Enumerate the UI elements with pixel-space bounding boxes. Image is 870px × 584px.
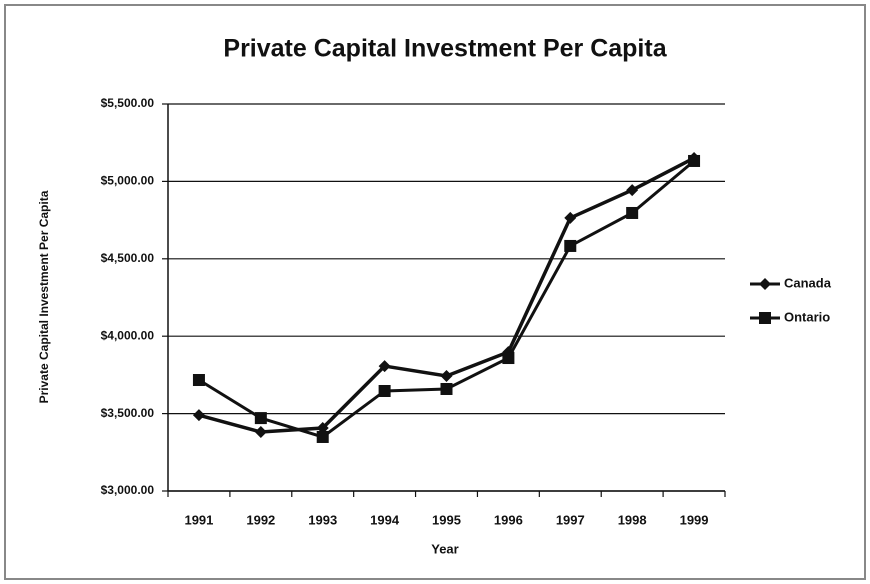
y-tick-label: $3,500.00 [101,406,155,420]
marker [759,278,771,290]
x-tick-label: 1992 [246,512,275,527]
legend-label: Canada [784,275,832,290]
marker [192,374,205,387]
chart-border [4,4,866,580]
marker [564,211,577,224]
y-tick-label: $5,500.00 [101,96,155,110]
y-tick-label: $3,000.00 [101,483,155,497]
marker [688,154,701,167]
marker [378,384,391,397]
marker [316,430,329,443]
marker [759,312,771,324]
legend-label: Ontario [784,309,830,324]
marker [440,369,453,382]
x-tick-label: 1993 [308,512,337,527]
marker [378,360,391,373]
x-tick-label: 1995 [432,512,461,527]
marker [626,184,639,197]
y-tick-label: $4,000.00 [101,328,155,342]
x-tick-label: 1994 [370,512,400,527]
marker [502,352,515,365]
x-tick-label: 1997 [556,512,585,527]
x-tick-label: 1999 [680,512,709,527]
x-tick-label: 1998 [618,512,647,527]
marker [192,409,205,422]
x-axis-label: Year [431,541,458,556]
chart-title: Private Capital Investment Per Capita [223,35,667,63]
marker [254,426,267,439]
y-tick-label: $4,500.00 [101,251,155,265]
x-tick-label: 1996 [494,512,523,527]
marker [440,382,453,395]
y-axis-label: Private Capital Investment Per Capita [37,190,51,403]
marker [254,412,267,425]
marker [626,206,639,219]
marker [564,239,577,252]
y-tick-label: $5,000.00 [101,174,155,188]
x-tick-label: 1991 [184,512,213,527]
